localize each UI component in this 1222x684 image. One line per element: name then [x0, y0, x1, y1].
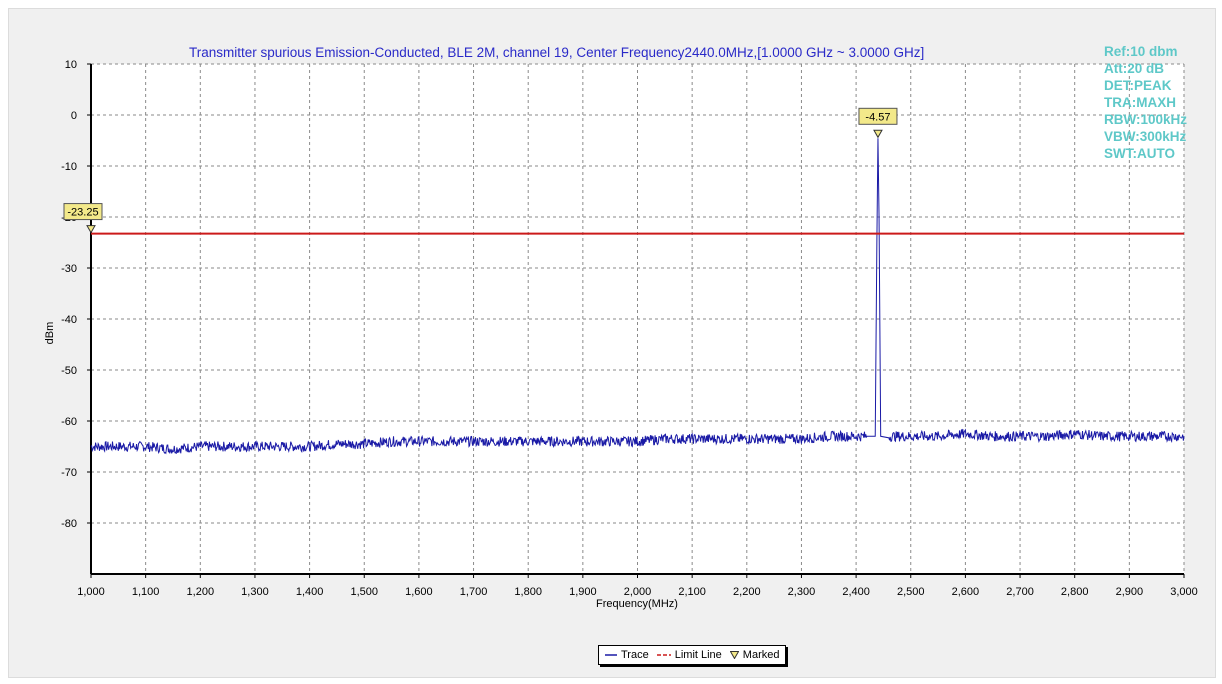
x-tick-label: 2,300 — [788, 586, 816, 598]
trace-line-icon — [605, 654, 617, 656]
y-tick-label: -10 — [61, 161, 77, 173]
analyzer-settings: Ref:10 dbm Att:20 dB DET:PEAK TRA:MAXH R… — [1104, 43, 1187, 162]
marker-triangle-icon — [729, 651, 739, 659]
legend-item-limit-line: Limit Line — [656, 649, 722, 661]
legend-item-trace: Trace — [605, 649, 649, 661]
sweep-time-label: SWT:AUTO — [1104, 146, 1175, 161]
legend-item-marked: Marked — [729, 649, 780, 661]
x-tick-label: 3,000 — [1170, 586, 1198, 598]
x-tick-label: 1,100 — [132, 586, 160, 598]
trace-mode-label: TRA:MAXH — [1104, 95, 1176, 110]
grid — [90, 63, 1185, 575]
x-tick-label: 2,700 — [1006, 586, 1034, 598]
x-tick-label: 1,900 — [569, 586, 597, 598]
y-tick-label: -80 — [61, 518, 77, 530]
legend-label-trace: Trace — [621, 649, 649, 661]
chart-legend: Trace Limit Line Marked — [598, 645, 787, 665]
x-tick-label: 1,700 — [460, 586, 488, 598]
limit-dashed-line-icon — [656, 654, 671, 656]
series — [90, 138, 1185, 455]
x-tick-labels: 1,000 1,100 1,200 1,300 1,400 1,500 1,600 1,700… — [77, 586, 1198, 598]
y-axis-label: dBm — [44, 322, 56, 345]
legend-label-limit-line: Limit Line — [674, 649, 722, 661]
x-tick-label: 2,600 — [952, 586, 980, 598]
marker-label: -4.57 — [865, 111, 890, 123]
y-tick-label: 0 — [71, 110, 77, 122]
y-tick-label: -60 — [61, 416, 77, 428]
marker-label: -23.25 — [67, 207, 98, 219]
marker-label-box — [63, 203, 103, 221]
axes — [87, 63, 1185, 578]
attenuation-label: Att:20 dB — [1104, 61, 1164, 76]
x-tick-label: 2,800 — [1061, 586, 1089, 598]
x-tick-label: 1,600 — [405, 586, 433, 598]
rbw-label: RBW:100kHz — [1104, 112, 1188, 127]
y-tick-label: 10 — [65, 59, 77, 71]
y-tick-labels: 100-10-20-30-40-50-60-70-80 — [61, 59, 77, 530]
trace-series-line — [90, 138, 1185, 455]
x-tick-label: 1,400 — [296, 586, 324, 598]
x-tick-label: 1,800 — [514, 586, 542, 598]
y-tick-label: -40 — [61, 314, 77, 326]
marker-triangle — [86, 225, 96, 234]
x-tick-label: 2,900 — [1116, 586, 1144, 598]
detector-label: DET:PEAK — [1104, 78, 1172, 93]
x-tick-label: 2,500 — [897, 586, 925, 598]
x-tick-label: 2,400 — [842, 586, 870, 598]
x-tick-label: 1,000 — [77, 586, 105, 598]
legend-label-marked: Marked — [742, 649, 780, 661]
x-tick-label: 1,200 — [187, 586, 215, 598]
y-tick-label: -70 — [61, 467, 77, 479]
y-tick-label: -50 — [61, 365, 77, 377]
x-tick-label: 1,300 — [241, 586, 269, 598]
markers: -4.57 -23.25 — [63, 107, 898, 234]
chart-title: Transmitter spurious Emission-Conducted,… — [189, 45, 925, 60]
chart-window: 100-10-20-30-40-50-60-70-80 1,0001,1001,… — [8, 8, 1216, 678]
x-axis-label: Frequency(MHz) — [596, 598, 678, 610]
ref-level-label: Ref:10 dbm — [1104, 44, 1178, 59]
x-tick-label: 2,000 — [624, 586, 652, 598]
spectrum-chart: 100-10-20-30-40-50-60-70-80 1,0001,1001,… — [44, 59, 1198, 610]
y-tick-label: -30 — [61, 263, 77, 275]
marker-triangle — [873, 129, 883, 139]
x-tick-label: 1,500 — [350, 586, 378, 598]
x-tick-label: 2,200 — [733, 586, 761, 598]
x-tick-label: 2,100 — [678, 586, 706, 598]
marker-label-box — [858, 107, 898, 125]
vbw-label: VBW:300kHz — [1104, 129, 1187, 144]
